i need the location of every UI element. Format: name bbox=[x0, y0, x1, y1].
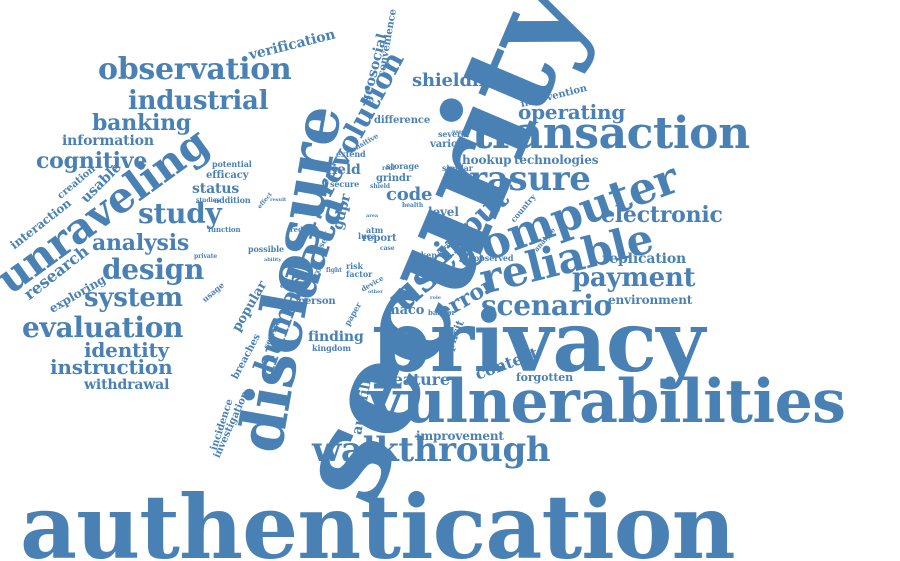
word-case: case bbox=[380, 246, 395, 252]
word-risk: risk bbox=[346, 262, 363, 270]
word-factor: factor bbox=[346, 270, 372, 278]
word-field: field bbox=[326, 163, 361, 177]
word-real: real bbox=[382, 166, 395, 172]
word-technologies: technologies bbox=[514, 154, 598, 166]
word-private: private bbox=[194, 254, 217, 260]
word-banking: banking bbox=[92, 112, 191, 134]
word-function: function bbox=[208, 226, 241, 233]
word-usage: usage bbox=[200, 281, 225, 304]
word-analysis: analysis bbox=[92, 232, 189, 254]
word-electronic: electronic bbox=[601, 204, 723, 226]
word-status: status bbox=[192, 182, 239, 196]
word-ability: ability bbox=[264, 258, 281, 263]
word-fight: fight bbox=[326, 268, 342, 274]
word-reduce: reduce bbox=[290, 226, 316, 233]
word-feature: feature bbox=[386, 372, 450, 388]
word-shielding: shielding bbox=[412, 72, 504, 90]
word-improvement: improvement bbox=[416, 430, 504, 442]
word-area: area bbox=[366, 214, 378, 219]
word-verification: verification bbox=[248, 28, 337, 63]
word-potential: potential bbox=[212, 160, 252, 168]
word-note: note bbox=[420, 269, 432, 274]
word-other: other bbox=[368, 290, 383, 295]
word-withdrawal: withdrawal bbox=[84, 378, 169, 392]
word-payment: payment bbox=[572, 265, 695, 291]
word-result: result bbox=[270, 198, 286, 203]
word-design: design bbox=[102, 256, 204, 284]
word-similar: similar bbox=[442, 164, 473, 172]
word-information: information bbox=[62, 134, 154, 148]
word-person: person bbox=[298, 297, 336, 307]
word-finding: finding bbox=[308, 330, 364, 344]
word-report: report bbox=[362, 234, 397, 244]
word-health: health bbox=[402, 203, 423, 209]
word-role: role bbox=[430, 296, 441, 301]
word-study: study bbox=[138, 200, 222, 228]
word-environment: environment bbox=[608, 294, 692, 306]
word-kingdom: kingdom bbox=[312, 344, 351, 352]
word-observed: observed bbox=[474, 254, 513, 262]
word-taken: taken bbox=[412, 251, 437, 259]
word-barrier: barrier bbox=[428, 309, 455, 316]
word-efficacy: efficacy bbox=[206, 171, 248, 181]
word-used: used bbox=[452, 130, 465, 135]
word-replication: replication bbox=[602, 252, 686, 266]
word-maco: maco bbox=[386, 304, 424, 317]
word-studies: studies bbox=[196, 198, 220, 204]
word-forgotten: forgotten bbox=[516, 372, 573, 383]
word-shield: shield bbox=[370, 184, 390, 190]
word-various: various bbox=[430, 140, 470, 150]
word-scenario: scenario bbox=[481, 292, 612, 320]
word-difference: difference bbox=[374, 116, 430, 126]
word-social: social bbox=[294, 210, 313, 216]
word-level: level bbox=[428, 206, 459, 218]
word-instruction: instruction bbox=[50, 357, 172, 377]
word-cause: cause bbox=[280, 282, 302, 289]
word-secure: secure bbox=[330, 180, 359, 188]
word-possible: possible bbox=[248, 245, 284, 253]
